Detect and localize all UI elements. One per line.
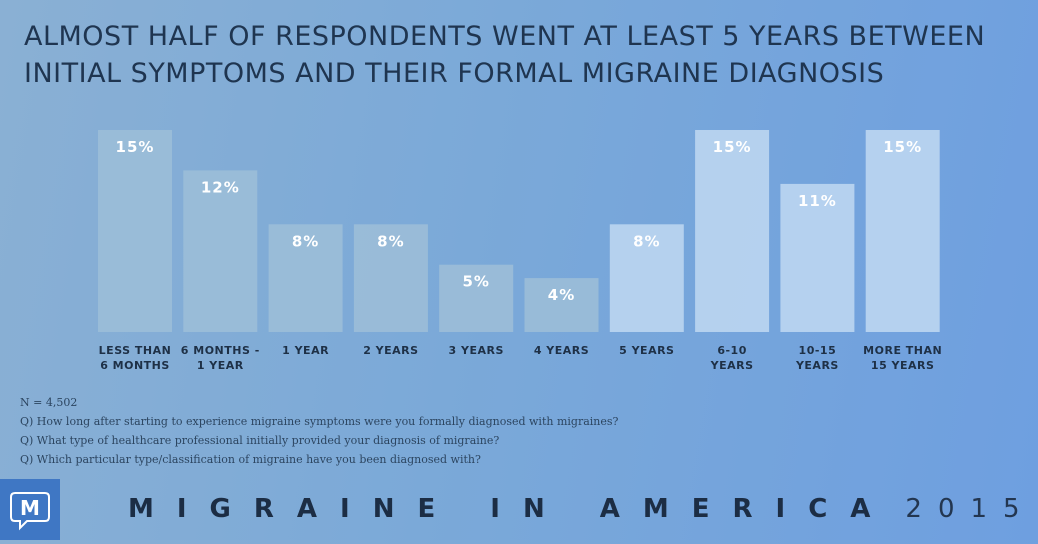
category-label-7-1: YEARS xyxy=(710,359,754,372)
bar-1 xyxy=(183,170,258,332)
value-label-5: 4% xyxy=(548,286,575,304)
value-label-3: 8% xyxy=(377,232,404,250)
value-label-0: 15% xyxy=(116,138,155,156)
category-label-6-0: 5 YEARS xyxy=(619,344,674,357)
category-label-1-0: 6 MONTHS - xyxy=(181,344,260,357)
bar-6 xyxy=(609,224,684,332)
value-label-2: 8% xyxy=(292,232,319,250)
footer: MIGRAINE IN AMERICA 2015 xyxy=(128,489,1036,529)
category-label-9-0: MORE THAN xyxy=(863,344,942,357)
survey-notes: N = 4,502 Q) How long after starting to … xyxy=(20,393,618,469)
bar-3 xyxy=(353,224,428,332)
category-label-8-0: 10-15 xyxy=(799,344,837,357)
category-label-8-1: YEARS xyxy=(795,359,839,372)
question-note-2: Q) What type of healthcare professional … xyxy=(20,434,500,447)
category-label-9-1: 15 YEARS xyxy=(871,359,935,372)
category-label-3-0: 2 YEARS xyxy=(363,344,418,357)
chart-title: ALMOST HALF OF RESPONDENTS WENT AT LEAST… xyxy=(24,18,1014,92)
value-label-1: 12% xyxy=(201,178,240,196)
migraine-logo: M xyxy=(0,479,60,540)
value-label-6: 8% xyxy=(633,232,660,250)
question-note-1: Q) How long after starting to experience… xyxy=(20,415,619,428)
value-label-9: 15% xyxy=(883,138,922,156)
category-label-0-1: 6 MONTHS xyxy=(100,359,170,372)
category-label-7-0: 6-10 xyxy=(717,344,747,357)
value-label-4: 5% xyxy=(462,273,489,291)
bar-8 xyxy=(780,183,855,332)
logo-letter: M xyxy=(20,496,40,520)
category-label-4-0: 3 YEARS xyxy=(449,344,504,357)
category-label-0-0: LESS THAN xyxy=(99,344,172,357)
question-note-3: Q) Which particular type/classification … xyxy=(20,453,481,466)
bar-4 xyxy=(439,264,514,332)
bar-9 xyxy=(865,130,940,332)
m-speech-bubble-icon: M xyxy=(10,492,50,531)
category-label-1-1: 1 YEAR xyxy=(197,359,244,372)
bar-2 xyxy=(268,224,343,332)
value-label-8: 11% xyxy=(798,192,837,210)
footer-brand: MIGRAINE IN AMERICA xyxy=(128,494,894,524)
value-label-7: 15% xyxy=(713,138,752,156)
bar-5 xyxy=(524,278,599,332)
category-label-2-0: 1 YEAR xyxy=(282,344,329,357)
title-line-2: INITIAL SYMPTOMS AND THEIR FORMAL MIGRAI… xyxy=(24,58,885,89)
title-line-1: ALMOST HALF OF RESPONDENTS WENT AT LEAST… xyxy=(24,21,986,52)
category-label-5-0: 4 YEARS xyxy=(534,344,589,357)
bar-0 xyxy=(98,130,172,332)
bar-7 xyxy=(695,130,770,332)
sample-size-note: N = 4,502 xyxy=(20,396,78,409)
footer-year: 2015 xyxy=(905,494,1036,524)
bar-chart: 15% LESS THAN 6 MONTHS 12% 6 MONTHS - 1 YEAR 8… xyxy=(98,130,942,372)
